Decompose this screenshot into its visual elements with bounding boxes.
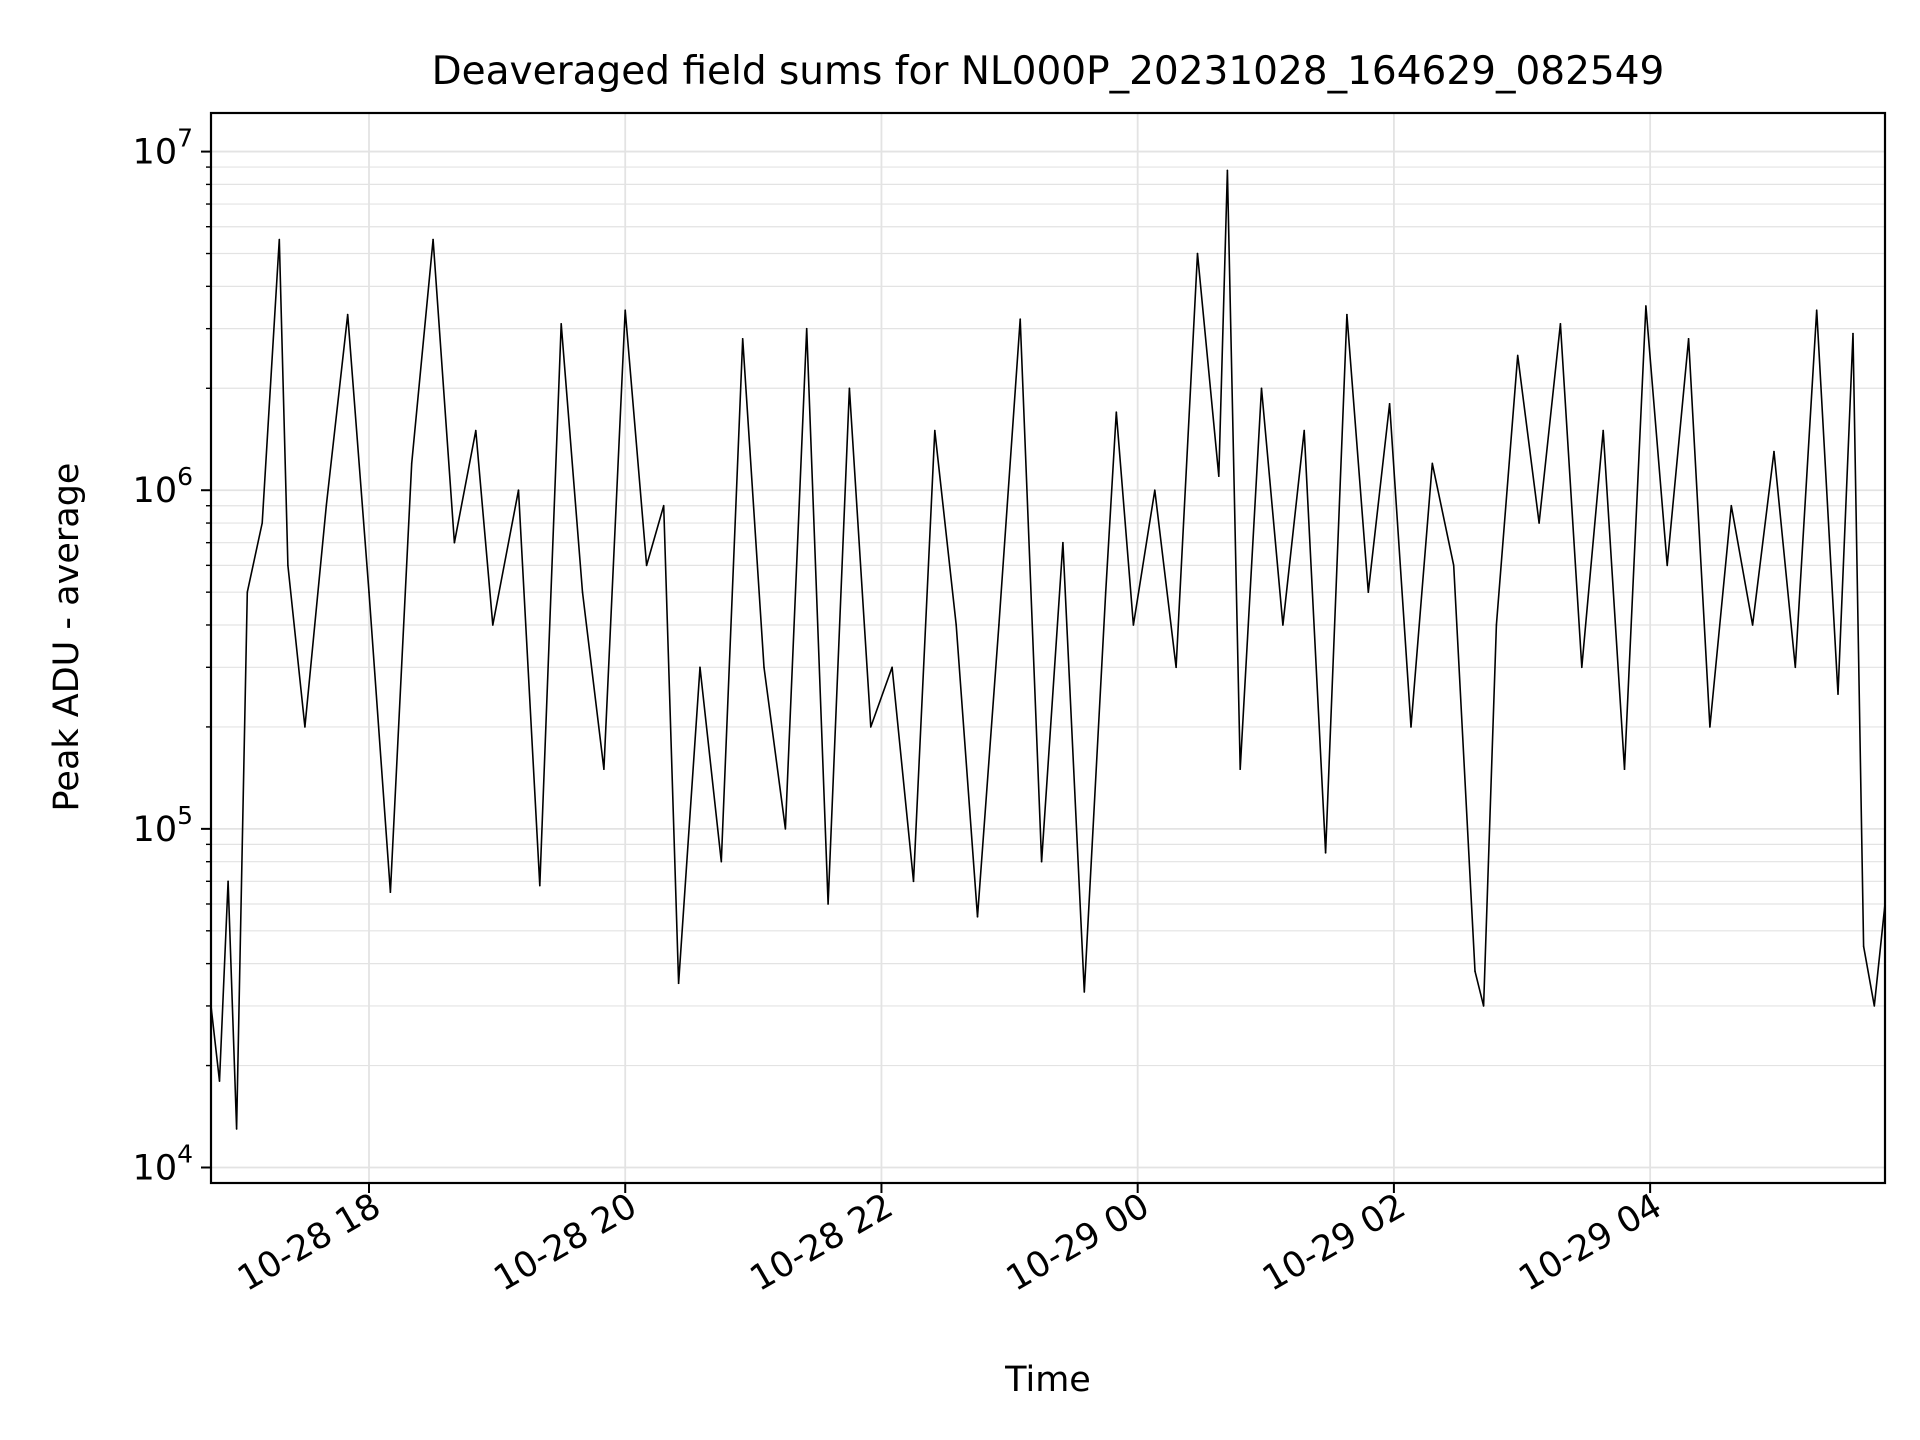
data-point [1019,318,1022,320]
data-point [1623,768,1626,771]
data-point [1452,564,1455,567]
data-point [1873,1005,1876,1007]
data-point [1666,564,1669,567]
data-point [869,726,872,728]
data-point [1602,429,1604,432]
data-point [346,313,349,316]
data-point [1303,429,1306,432]
data-point [325,504,328,507]
data-point [720,860,723,863]
data-point [1239,768,1241,771]
data-point [827,903,829,905]
data-point [368,591,370,593]
data-point [1709,726,1711,728]
y-tick-label: 107 [133,124,193,173]
data-point [1431,462,1434,465]
data-point [1837,693,1839,695]
data-point [1282,624,1284,626]
data-point [1175,666,1177,669]
data-point [246,591,249,593]
data-point [1346,313,1348,316]
data-point [1581,666,1583,669]
data-point [1115,411,1118,413]
data-point [662,504,665,507]
data-point [1218,475,1220,478]
chart-title: Deaveraged field sums for NL000P_2023102… [432,49,1665,94]
data-point [1773,450,1775,453]
data-point [1495,624,1498,626]
y-tick-label: 105 [133,801,193,850]
grid-layer [211,113,1885,1183]
data-point [1388,402,1391,405]
data-point [976,915,979,918]
data-point [235,1128,238,1130]
data-point [410,462,413,465]
data-point [1538,522,1540,524]
y-tick-label: 106 [133,462,193,511]
data-point [227,880,229,883]
data-point [784,828,787,830]
data-point [389,891,392,894]
data-point [492,624,494,626]
data-point [1062,541,1064,544]
data-point [1196,252,1199,255]
series-layer [210,169,1886,1130]
data-point [1730,504,1733,507]
data-point [998,624,1000,626]
data-point [677,982,680,985]
data-point [1862,945,1865,948]
data-point [581,591,584,593]
data-point [1153,489,1156,492]
data-point [624,309,627,312]
data-point [1474,970,1476,972]
data-point [218,1080,221,1082]
plot-frame [209,111,1887,1185]
data-point [560,323,562,325]
data-point [474,429,477,432]
data-point [304,726,306,728]
data-point [432,238,434,241]
data-point [1645,305,1647,307]
data-point [287,564,289,567]
series-line [210,169,1886,1130]
data-point [699,666,701,669]
data-point [278,238,281,241]
data-point [453,541,456,544]
data-point [1040,860,1043,863]
data-point [1104,591,1107,593]
data-point [1132,624,1135,626]
data-point [261,522,264,524]
data-point [741,337,744,340]
data-point [1559,323,1562,325]
data-point [955,624,957,626]
data-point [1260,387,1263,390]
data-point [517,489,520,492]
y-tick-label: 104 [133,1140,193,1189]
data-point [848,387,851,390]
data-point [1367,591,1370,593]
data-point [1083,991,1086,993]
data-point [912,880,915,883]
data-point [1815,309,1818,312]
y-axis-label: Peak ADU - average [47,463,87,812]
data-point [763,666,765,669]
data-point [1852,332,1854,335]
data-point [1324,851,1327,854]
data-point [645,564,648,567]
data-point [1482,1005,1485,1007]
data-point [891,666,893,669]
x-axis-label: Time [1004,1360,1091,1400]
data-point [1794,666,1797,669]
data-point [934,429,936,432]
data-point [539,884,541,887]
data-point [1516,354,1519,357]
data-point [1687,337,1690,340]
data-point [603,768,605,771]
data-point [1226,169,1229,172]
data-point [1410,726,1412,728]
data-point [805,327,808,330]
data-point [1751,624,1754,626]
